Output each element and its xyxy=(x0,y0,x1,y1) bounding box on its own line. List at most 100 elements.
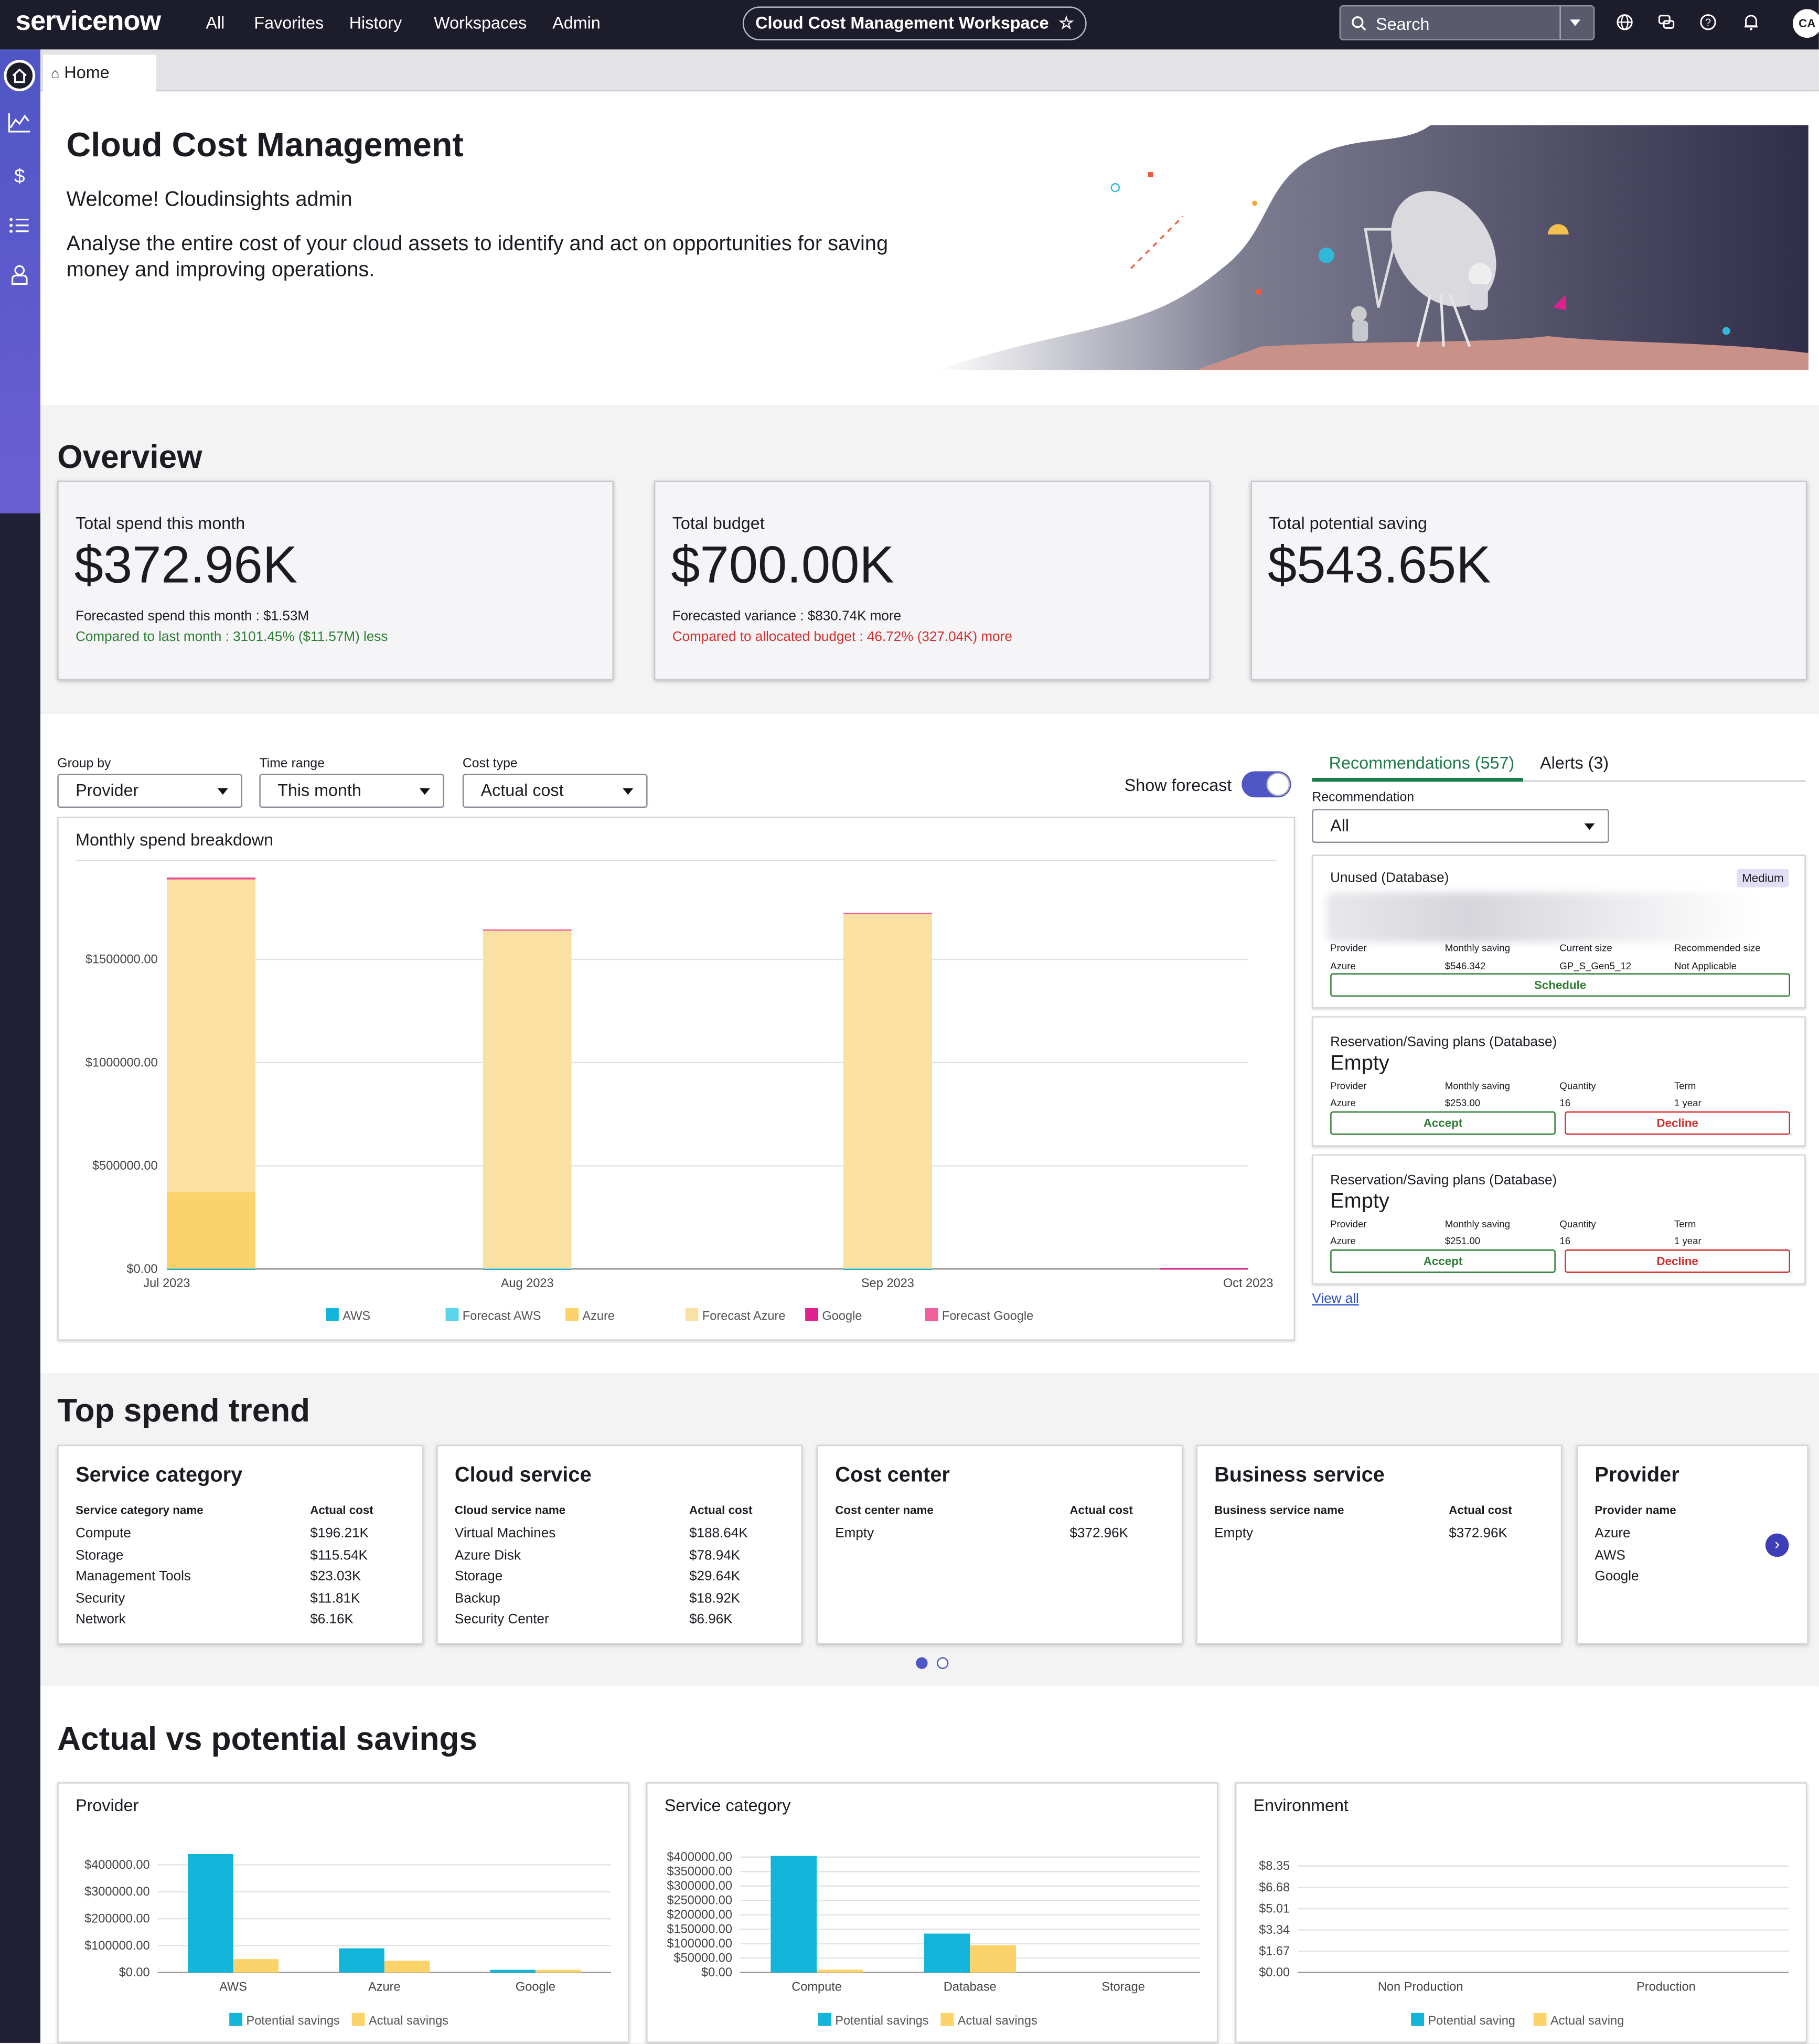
carousel-next-button[interactable]: › xyxy=(1765,1533,1789,1557)
column-header: Cloud service name xyxy=(454,1503,566,1517)
row-name: AWS xyxy=(1595,1547,1625,1563)
col-value: $251.00 xyxy=(1444,1235,1481,1247)
y-tick-label: $5.01 xyxy=(1259,1901,1290,1915)
top-spend-card: Service category Service category name Act… xyxy=(57,1444,424,1644)
group-by-select[interactable]: Provider xyxy=(57,774,243,808)
tab-home[interactable]: ⌂ Home xyxy=(42,55,157,93)
chat-icon[interactable] xyxy=(1656,13,1677,34)
bar xyxy=(188,1854,233,1973)
nav-all[interactable]: All xyxy=(206,13,225,33)
legend-swatch xyxy=(1411,2013,1425,2026)
y-tick-label: $6.68 xyxy=(1259,1880,1290,1894)
accept-button[interactable]: Accept xyxy=(1330,1111,1556,1135)
row-name: Security Center xyxy=(454,1611,549,1628)
col-value: GP_S_Gen5_12 xyxy=(1559,960,1632,972)
legend-label: Azure xyxy=(582,1309,615,1322)
globe-icon[interactable] xyxy=(1614,13,1635,34)
row-name: Empty xyxy=(1214,1525,1254,1542)
list-icon[interactable] xyxy=(5,213,34,242)
nav-admin[interactable]: Admin xyxy=(552,13,601,33)
y-tick-label: $400000.00 xyxy=(667,1850,732,1864)
legend-label: Forecast Azure xyxy=(702,1309,786,1322)
y-tick-label: $100000.00 xyxy=(667,1936,732,1950)
recommendation-filter-select[interactable]: All xyxy=(1312,809,1609,843)
legend-label: Actual savings xyxy=(369,2014,448,2027)
legend-swatch xyxy=(326,1308,339,1321)
bar xyxy=(970,1945,1016,1973)
user-avatar[interactable]: CA xyxy=(1792,9,1819,38)
recommendation-card[interactable]: Unused (Database) Medium Provider Azure … xyxy=(1312,854,1806,1009)
search-dropdown-icon[interactable] xyxy=(1570,19,1581,26)
time-range-select[interactable]: This month xyxy=(259,774,445,808)
y-tick-label: $0.00 xyxy=(119,1965,150,1979)
servicenow-logo[interactable]: servicenow xyxy=(15,6,161,37)
notification-bell-icon[interactable] xyxy=(1741,13,1762,34)
tab-home-label: Home xyxy=(64,62,110,82)
column-header: Actual cost xyxy=(1069,1503,1133,1517)
col-label: Current size xyxy=(1559,941,1612,954)
row-value: $6.16K xyxy=(310,1611,354,1628)
carousel-dot-active[interactable] xyxy=(916,1657,928,1670)
column-header: Actual cost xyxy=(1449,1503,1512,1517)
user-icon[interactable] xyxy=(5,264,34,293)
x-tick-label: Compute xyxy=(791,1980,842,1994)
col-value: Not Applicable xyxy=(1674,960,1737,972)
kpi-value: $372.96K xyxy=(74,537,298,594)
col-value: 16 xyxy=(1559,1097,1571,1109)
decline-button[interactable]: Decline xyxy=(1565,1249,1791,1273)
legend-label: Actual saving xyxy=(1550,2014,1624,2027)
col-label: Provider xyxy=(1330,941,1367,954)
kpi-card-potential-saving: Total potential saving $543.65K xyxy=(1250,480,1807,680)
analytics-icon[interactable] xyxy=(5,112,34,141)
column-header: Service category name xyxy=(76,1503,204,1517)
recommendation-card[interactable]: Reservation/Saving plans (Database) Empt… xyxy=(1312,1154,1806,1285)
row-value: $188.64K xyxy=(689,1525,748,1542)
cost-type-value: Actual cost xyxy=(480,780,564,800)
cost-type-select[interactable]: Actual cost xyxy=(462,774,648,808)
bar-segment xyxy=(483,930,572,1269)
welcome-text: Welcome! Cloudinsights admin xyxy=(66,189,352,211)
carousel-dot[interactable] xyxy=(936,1657,949,1670)
legend-swatch xyxy=(685,1308,699,1321)
row-name: Empty xyxy=(835,1525,874,1542)
home-icon[interactable] xyxy=(4,60,36,91)
row-value: $23.03K xyxy=(310,1568,361,1585)
tab-alerts[interactable]: Alerts (3) xyxy=(1540,753,1609,773)
rec-name: Empty xyxy=(1330,1191,1389,1213)
star-icon[interactable]: ☆ xyxy=(1058,13,1074,33)
nav-workspaces[interactable]: Workspaces xyxy=(434,13,527,33)
dollar-icon[interactable]: $ xyxy=(14,165,25,188)
decline-button[interactable]: Decline xyxy=(1565,1111,1791,1135)
accept-button[interactable]: Accept xyxy=(1330,1249,1556,1273)
tab-recommendations[interactable]: Recommendations (557) xyxy=(1329,753,1515,773)
nav-history[interactable]: History xyxy=(349,13,402,33)
y-tick-label: $200000.00 xyxy=(84,1912,150,1925)
savings-heading: Actual vs potential savings xyxy=(57,1721,477,1758)
bar-segment xyxy=(166,877,255,879)
rec-title: Unused (Database) xyxy=(1330,870,1449,886)
help-icon[interactable]: ? xyxy=(1698,13,1719,34)
card-title: Provider xyxy=(1595,1464,1679,1487)
show-forecast-toggle[interactable] xyxy=(1242,771,1291,798)
schedule-button[interactable]: Schedule xyxy=(1330,973,1791,997)
workspace-title: Cloud Cost Management Workspace xyxy=(755,13,1049,33)
nav-favorites[interactable]: Favorites xyxy=(254,13,324,33)
recommendation-card[interactable]: Reservation/Saving plans (Database) Empt… xyxy=(1312,1016,1806,1147)
bar xyxy=(233,1959,279,1973)
view-all-link[interactable]: View all xyxy=(1312,1291,1359,1307)
search-field[interactable]: Search xyxy=(1339,5,1595,41)
y-tick-label: $8.35 xyxy=(1259,1859,1290,1872)
col-label: Monthly saving xyxy=(1444,1080,1511,1092)
y-tick-label: $1.67 xyxy=(1259,1944,1290,1958)
bar-segment xyxy=(166,1268,255,1270)
legend-label: Actual savings xyxy=(958,2014,1037,2027)
kpi-value: $543.65K xyxy=(1267,537,1491,594)
row-value: $11.81K xyxy=(310,1590,360,1606)
chevron-down-icon xyxy=(1584,823,1595,830)
redacted-resource-name xyxy=(1326,892,1757,942)
group-by-label: Group by xyxy=(57,757,111,772)
bar-segment xyxy=(843,913,932,915)
workspace-title-pill[interactable]: Cloud Cost Management Workspace ☆ xyxy=(742,6,1087,41)
y-tick-label: $300000.00 xyxy=(84,1885,150,1898)
col-label: Provider xyxy=(1330,1080,1367,1092)
